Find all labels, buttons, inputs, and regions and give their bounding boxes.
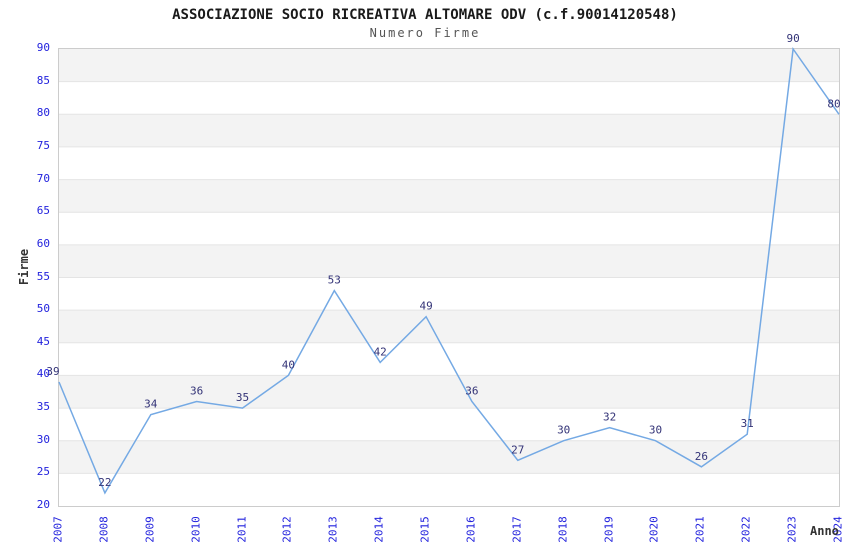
- x-tick-label: 2017: [510, 516, 524, 543]
- y-tick-label: 20: [36, 498, 50, 511]
- grid-band: [59, 440, 839, 474]
- plot-area: 39 22 34 36 35 40 53 42 49 36 27 30 32 30 26 31 90 80: [46, 32, 841, 507]
- x-tick-label: 2007: [51, 516, 65, 543]
- x-tick-label: 2022: [739, 516, 753, 543]
- x-tick-label: 2020: [647, 516, 661, 543]
- data-point-label: 35: [236, 391, 249, 404]
- x-tick-label: 2019: [602, 516, 616, 543]
- grid-band: [59, 114, 839, 147]
- data-point-label: 27: [511, 443, 524, 456]
- x-tick-label: 2012: [280, 516, 294, 543]
- y-tick-label: 90: [36, 41, 50, 54]
- data-point-label: 31: [741, 417, 754, 430]
- y-tick-label: 50: [36, 302, 50, 316]
- data-point-label: 36: [190, 385, 203, 398]
- x-tick-label: 2013: [326, 516, 340, 543]
- grid-band: [59, 179, 839, 213]
- y-tick-label: 75: [36, 138, 50, 152]
- data-point-label: 36: [465, 385, 478, 398]
- chart-title: ASSOCIAZIONE SOCIO RICREATIVA ALTOMARE O…: [172, 7, 678, 23]
- x-tick-label: 2023: [785, 516, 799, 543]
- y-tick-label: 45: [36, 334, 50, 348]
- data-point-label: 39: [46, 365, 59, 378]
- x-tick-label: 2008: [97, 516, 111, 543]
- x-tick-label: 2010: [189, 516, 203, 543]
- y-tick-label: 80: [36, 106, 50, 120]
- data-point-label: 26: [695, 450, 708, 463]
- y-tick-label: 85: [36, 73, 50, 87]
- x-tick-label: 2011: [235, 516, 249, 543]
- y-tick-label: 25: [36, 465, 50, 479]
- data-point-label: 53: [328, 274, 341, 287]
- y-tick-label: 55: [36, 269, 50, 283]
- x-tick-label: 2016: [464, 516, 478, 543]
- y-tick-label: 30: [36, 432, 50, 446]
- x-tick-label: 2015: [418, 516, 432, 543]
- x-tick-label: 2009: [143, 516, 157, 543]
- data-point-label: 80: [827, 97, 840, 110]
- grid-band: [59, 375, 839, 409]
- x-axis-title: Anno: [810, 524, 839, 538]
- data-line: [58, 46, 840, 495]
- y-tick-label: 70: [36, 171, 50, 185]
- data-point-label: 40: [282, 358, 295, 371]
- data-point-label: 30: [557, 424, 570, 437]
- line-chart: 39 22 34 36 35 40 53 42 49 36 27 30 32 30 26 31 90 80: [46, 32, 841, 495]
- x-tick-label: 2014: [372, 516, 386, 543]
- data-point-label: 32: [603, 411, 616, 424]
- chart-subtitle: Numero Firme: [369, 26, 481, 40]
- grid-band: [59, 49, 839, 82]
- data-point-label: 22: [98, 476, 111, 489]
- data-point-label: 90: [786, 32, 799, 45]
- data-point-label: 30: [649, 424, 662, 437]
- y-axis-title: Firme: [17, 248, 31, 286]
- grid-band: [59, 310, 839, 343]
- y-tick-label: 40: [36, 367, 50, 381]
- y-tick-label: 35: [36, 400, 50, 414]
- grid-band: [59, 244, 839, 278]
- x-tick-label: 2018: [556, 516, 570, 543]
- data-point-label: 49: [419, 300, 432, 313]
- x-tick-label: 2021: [693, 516, 707, 543]
- y-tick-label: 65: [36, 204, 50, 218]
- y-tick-label: 60: [36, 236, 50, 250]
- data-point-label: 42: [374, 345, 387, 358]
- data-point-label: 34: [144, 398, 158, 411]
